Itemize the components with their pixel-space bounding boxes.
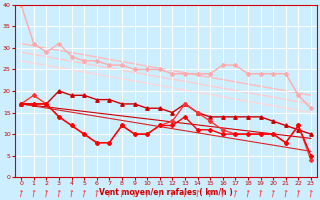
X-axis label: Vent moyen/en rafales ( km/h ): Vent moyen/en rafales ( km/h )	[99, 188, 233, 197]
